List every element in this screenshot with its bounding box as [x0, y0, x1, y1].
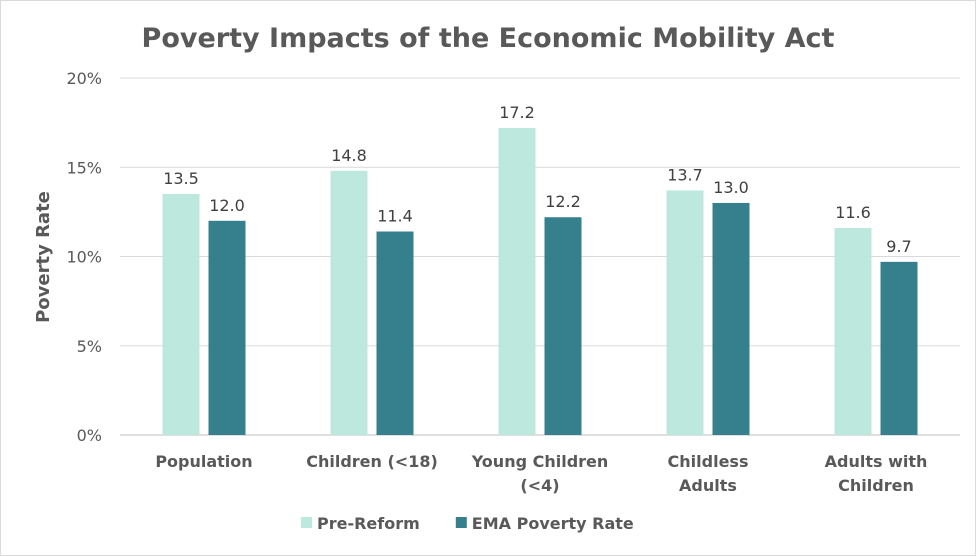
x-tick-label: (<4) — [520, 476, 559, 495]
data-label: 14.8 — [331, 146, 367, 165]
y-tick-label: 10% — [66, 248, 102, 267]
bar-pre-reform — [330, 170, 368, 435]
y-tick-label: 5% — [77, 337, 102, 356]
legend-swatch — [301, 517, 312, 528]
data-label: 17.2 — [499, 103, 535, 122]
bar-ema — [712, 202, 750, 435]
x-tick-label: Childless — [668, 452, 749, 471]
chart-title: Poverty Impacts of the Economic Mobility… — [142, 23, 835, 54]
bar-pre-reform — [834, 227, 872, 435]
y-axis-label: Poverty Rate — [33, 191, 54, 323]
x-tick-label: Young Children — [471, 452, 609, 471]
bar-ema — [544, 217, 582, 435]
x-tick-label: Children — [838, 476, 914, 495]
legend-label: EMA Poverty Rate — [472, 514, 634, 533]
bar-ema — [208, 220, 246, 435]
data-label: 9.7 — [886, 237, 911, 256]
x-tick-label: Children (<18) — [306, 452, 438, 471]
x-tick-label: Adults — [679, 476, 737, 495]
legend-swatch — [455, 517, 467, 528]
legend-label: Pre-Reform — [317, 514, 420, 533]
y-tick-label: 20% — [66, 69, 102, 88]
x-tick-label: Adults with — [825, 452, 928, 471]
data-label: 13.7 — [667, 165, 703, 184]
data-label: 12.2 — [545, 192, 581, 211]
data-label: 11.6 — [835, 203, 871, 222]
data-label: 11.4 — [377, 207, 413, 226]
bar-ema — [376, 231, 414, 435]
bar-pre-reform — [498, 127, 536, 435]
x-tick-label: Population — [155, 452, 252, 471]
data-label: 13.0 — [713, 178, 749, 197]
bar-pre-reform — [666, 190, 704, 435]
bar-ema — [880, 261, 918, 435]
y-tick-label: 15% — [66, 158, 102, 177]
y-tick-label: 0% — [77, 426, 102, 445]
data-label: 13.5 — [163, 169, 199, 188]
data-label: 12.0 — [209, 196, 245, 215]
bar-pre-reform — [162, 194, 200, 435]
